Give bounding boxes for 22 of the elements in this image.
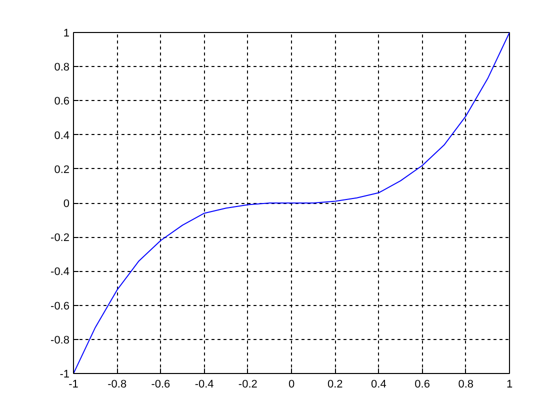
y-tick-label: 0.2 (54, 164, 70, 176)
y-tick-label: -0.2 (50, 232, 70, 244)
x-tick-label: 0.2 (327, 378, 343, 390)
y-tick-label: 1 (63, 28, 70, 40)
y-tick-label: 0.4 (54, 130, 70, 142)
y-tick-label: -0.4 (50, 266, 70, 278)
y-tick-label: 0 (63, 198, 70, 210)
x-tick-label: -0.2 (238, 378, 258, 390)
y-tick-label: -0.8 (50, 334, 70, 346)
y-tick-label: -0.6 (50, 300, 70, 312)
x-tick-label: 0 (288, 378, 295, 390)
y-tick-label: 0.8 (54, 62, 70, 74)
line-series (74, 32, 510, 374)
x-tick-label: -0.8 (108, 378, 127, 390)
x-tick-label: 0.4 (371, 378, 386, 390)
x-tick-label: 0.6 (414, 378, 430, 390)
y-tick-label: -1 (60, 368, 70, 380)
x-tick-label: -0.4 (194, 378, 214, 390)
y-tick-label: 0.6 (54, 96, 70, 108)
x-tick-label: 0.8 (458, 378, 474, 390)
x-tick-label: 1 (506, 378, 513, 390)
x-tick-label: -0.6 (151, 378, 170, 390)
